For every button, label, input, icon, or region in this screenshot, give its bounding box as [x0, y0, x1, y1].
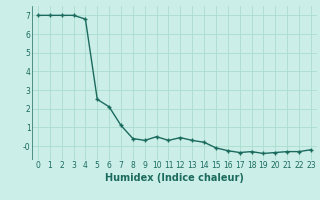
X-axis label: Humidex (Indice chaleur): Humidex (Indice chaleur)	[105, 173, 244, 183]
